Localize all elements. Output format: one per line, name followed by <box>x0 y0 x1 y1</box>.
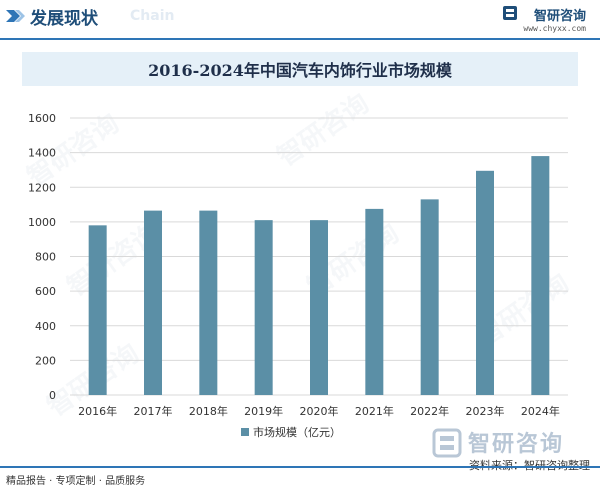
x-tick-label: 2021年 <box>355 404 394 418</box>
bar-chart: 0 200 400 600 800 1000 1200 1400 1600 2016年 2017年 2… <box>28 112 568 439</box>
x-tick-label: 2017年 <box>134 404 173 418</box>
footer-slogan: 精品报告 · 专项定制 · 品质服务 <box>6 476 146 487</box>
bar <box>254 220 273 395</box>
bar <box>365 208 384 395</box>
brand-logo-icon <box>503 6 517 20</box>
chart-title: 2016-2024年中国汽车内饰行业市场规模 <box>148 61 452 80</box>
ghost-text: Chain <box>130 8 175 24</box>
brand-url: www.chyxx.com <box>523 24 586 33</box>
header-divider <box>0 38 600 40</box>
chevron-decoration-icon <box>6 10 25 22</box>
x-tick-label: 2016年 <box>78 404 117 418</box>
y-tick-label: 200 <box>35 354 56 367</box>
x-tick-label: 2023年 <box>466 404 505 418</box>
x-tick-label: 2018年 <box>189 404 228 418</box>
y-tick-label: 1600 <box>28 112 56 125</box>
bar <box>476 170 494 395</box>
brand-name: 智研咨询 <box>533 9 586 24</box>
footer-divider <box>0 466 600 468</box>
y-tick-label: 600 <box>35 285 56 298</box>
x-tick-label: 2024年 <box>521 404 560 418</box>
bar <box>88 225 107 395</box>
page-header: 发展现状 Chain 智研咨询 www.chyxx.com <box>0 0 600 36</box>
section-title: 发展现状 <box>30 9 98 29</box>
bar <box>144 210 162 395</box>
bar <box>310 220 328 395</box>
x-tick-label: 2022年 <box>410 404 449 418</box>
y-tick-label: 0 <box>49 389 56 402</box>
y-tick-label: 800 <box>35 251 56 264</box>
x-tick-label: 2020年 <box>300 404 339 418</box>
bar <box>420 199 439 395</box>
chart-title-bar: 2016-2024年中国汽车内饰行业市场规模 <box>22 52 578 86</box>
y-tick-label: 400 <box>35 320 56 333</box>
legend-swatch <box>241 428 249 436</box>
bar <box>531 156 550 395</box>
bar <box>199 210 218 395</box>
brand-watermark-text: 智研咨询 <box>468 432 565 457</box>
brand-watermark-icon <box>432 428 462 458</box>
source-note: 资料来源：智研咨询整理 <box>469 457 590 473</box>
y-tick-label: 1000 <box>28 216 56 229</box>
x-tick-label: 2019年 <box>244 404 283 418</box>
y-tick-label: 1200 <box>28 181 56 194</box>
legend-label: 市场规模（亿元） <box>253 425 341 439</box>
y-tick-label: 1400 <box>28 147 56 160</box>
